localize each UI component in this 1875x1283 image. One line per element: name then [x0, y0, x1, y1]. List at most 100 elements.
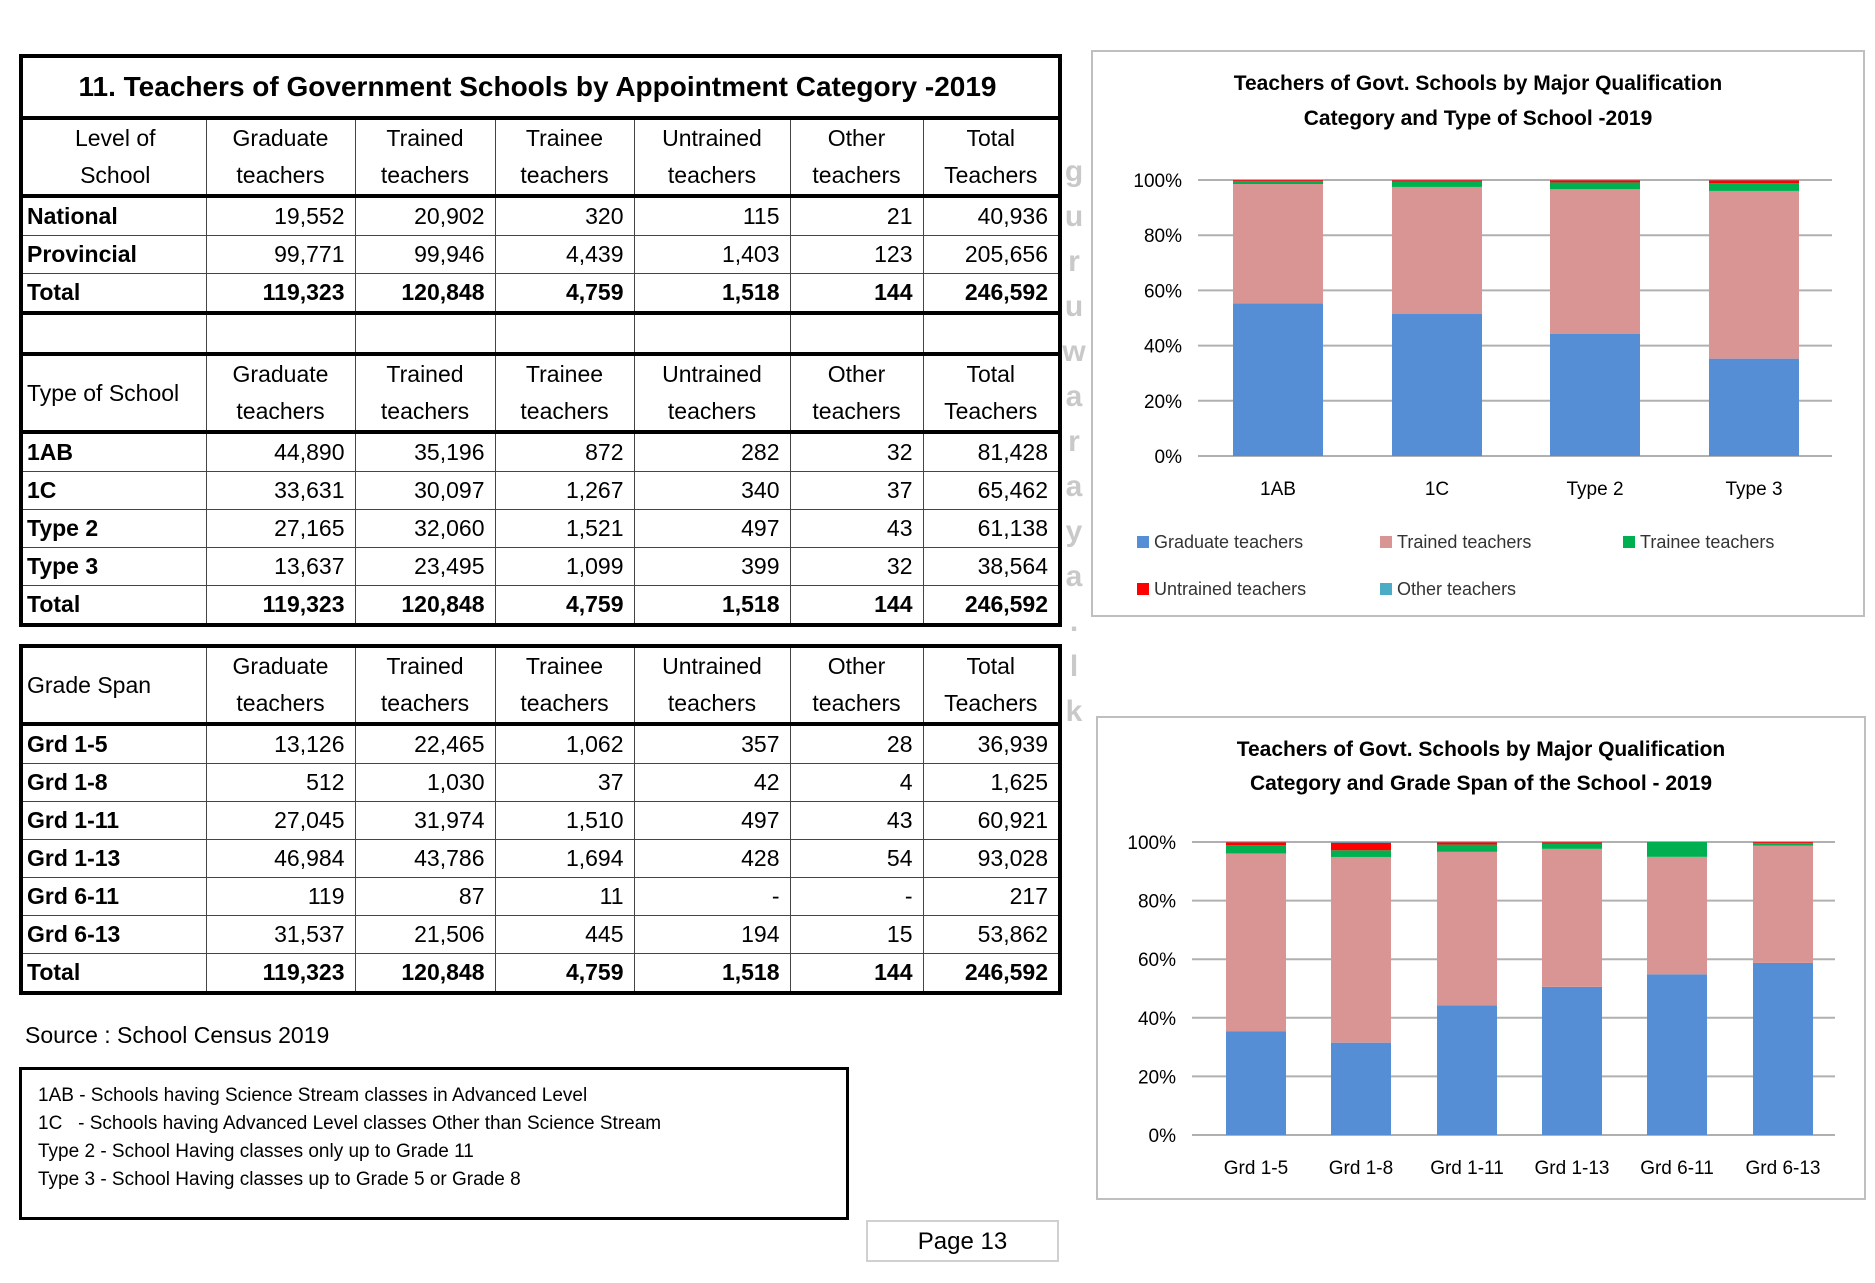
bar-segment: [1226, 853, 1286, 1032]
header-line: Trainee: [525, 361, 604, 387]
cell-value: 120,848: [354, 585, 496, 626]
table-row: Type 3 13,637 23,495 1,099 399 32 38,564: [20, 547, 1061, 586]
cell-value: 4: [789, 763, 924, 802]
row-label: 1AB: [20, 431, 207, 472]
cell-value: 497: [633, 801, 791, 840]
column-header: Trained teachers: [354, 353, 496, 433]
header-line: Teachers: [944, 162, 1038, 188]
cell-value: 246,592: [922, 585, 1061, 626]
column-header: Trainee teachers: [494, 645, 635, 725]
cell-value: 4,759: [494, 585, 635, 626]
chart-title: Teachers of Govt. Schools by Major Quali…: [1237, 738, 1726, 761]
cell-value: 93,028: [922, 839, 1061, 878]
cell-value: 4,759: [494, 273, 635, 314]
column-header: Total Teachers: [922, 117, 1061, 197]
cell-value: 123: [789, 235, 924, 274]
header-row: Type of School Graduate teachers Trained tea…: [20, 353, 1061, 433]
legend-label: Graduate teachers: [1154, 532, 1303, 552]
header-line: Untrained: [662, 653, 762, 679]
x-tick-label: Type 3: [1725, 479, 1782, 500]
cell-value: 31,537: [205, 915, 356, 954]
x-tick-label: Grd 1-8: [1329, 1158, 1393, 1179]
cell-value: 61,138: [922, 509, 1061, 548]
header-line: Trained: [386, 125, 464, 151]
bar-segment: [1331, 856, 1391, 1043]
cell-value: 217: [922, 877, 1061, 916]
row-label: Grd 1-11: [20, 801, 207, 840]
cell-value: 1,518: [633, 585, 791, 626]
header-line: Trained: [386, 653, 464, 679]
header-line: Trainee: [525, 653, 604, 679]
cell-value: -: [633, 877, 791, 916]
cell-value: 30,097: [354, 471, 496, 510]
table-row: Grd 1-5 13,126 22,465 1,062 357 28 36,939: [20, 723, 1061, 764]
table-row: Grd 1-8 512 1,030 37 42 4 1,625: [20, 763, 1061, 802]
legend-swatch: [1137, 536, 1149, 548]
title-row: 11. Teachers of Government Schools by Ap…: [20, 55, 1061, 120]
column-header: Trained teachers: [354, 645, 496, 725]
header-line: Other: [827, 361, 886, 387]
cell-value: 81,428: [922, 431, 1061, 472]
column-header: Total Teachers: [922, 353, 1061, 433]
cell-value: 15: [789, 915, 924, 954]
x-tick-label: 1AB: [1260, 479, 1296, 500]
header-line: teachers: [812, 690, 901, 716]
header-row: Level of School Graduate teachers Trained tea…: [20, 117, 1061, 197]
row-label: 1C: [20, 471, 207, 510]
bar-segment: [1331, 842, 1391, 851]
y-tick-label: 60%: [1144, 281, 1182, 302]
cell-value: 21,506: [354, 915, 496, 954]
cell-value: 246,592: [922, 953, 1061, 994]
bar-segment: [1331, 1042, 1391, 1135]
y-tick-label: 20%: [1138, 1067, 1176, 1088]
header-line: teachers: [380, 690, 470, 716]
cell-value: 4,439: [494, 235, 635, 274]
bar-segment: [1437, 842, 1497, 845]
empty-cell: [633, 311, 791, 356]
empty-cell: [354, 311, 496, 356]
cell-value: 54: [789, 839, 924, 878]
cell-value: 37: [494, 763, 635, 802]
row-label: Provincial: [20, 235, 207, 274]
watermark-letter: r: [1068, 425, 1080, 458]
bar-segment: [1753, 843, 1813, 846]
bar-segment: [1226, 842, 1286, 846]
header-line: Other: [827, 653, 886, 679]
cell-value: 115: [633, 195, 791, 236]
cell-value: 1,030: [354, 763, 496, 802]
cell-value: 37: [789, 471, 924, 510]
cell-value: -: [789, 877, 924, 916]
cell-value: 119,323: [205, 953, 356, 994]
bar-segment: [1550, 182, 1640, 190]
cell-value: 144: [789, 585, 924, 626]
cell-value: 282: [633, 431, 791, 472]
y-tick-label: 0%: [1155, 447, 1183, 468]
cell-value: 340: [633, 471, 791, 510]
cell-value: 53,862: [922, 915, 1061, 954]
watermark-letter: y: [1065, 515, 1083, 548]
column-header-label: Type of School: [20, 353, 207, 433]
row-label: Type 2: [20, 509, 207, 548]
x-tick-label: Grd 1-5: [1224, 1158, 1288, 1179]
y-tick-label: 20%: [1144, 392, 1182, 413]
bar-segment: [1392, 314, 1482, 456]
cell-value: 99,771: [205, 235, 356, 274]
cell-value: 43: [789, 509, 924, 548]
teachers-by-grade-span-table: Grade Span Graduate teachers Trained teacher…: [19, 644, 1062, 995]
cell-value: 194: [633, 915, 791, 954]
header-line: Total: [966, 125, 1016, 151]
cell-value: 512: [205, 763, 356, 802]
total-row: Total 119,323 120,848 4,759 1,518 144 246,592: [20, 273, 1061, 314]
column-header: Untrained teachers: [633, 645, 791, 725]
bar-segment: [1709, 180, 1799, 184]
cell-value: 1,099: [494, 547, 635, 586]
column-header: Other teachers: [789, 117, 924, 197]
cell-value: 44,890: [205, 431, 356, 472]
bar-segment: [1542, 842, 1602, 844]
cell-value: 497: [633, 509, 791, 548]
teachers-by-level-and-type-table: 11. Teachers of Government Schools by Ap…: [19, 54, 1062, 627]
cell-value: 1,694: [494, 839, 635, 878]
header-line: Other: [827, 125, 886, 151]
note-line: 1C - Schools having Advanced Level class…: [38, 1113, 662, 1134]
cell-value: 20,902: [354, 195, 496, 236]
